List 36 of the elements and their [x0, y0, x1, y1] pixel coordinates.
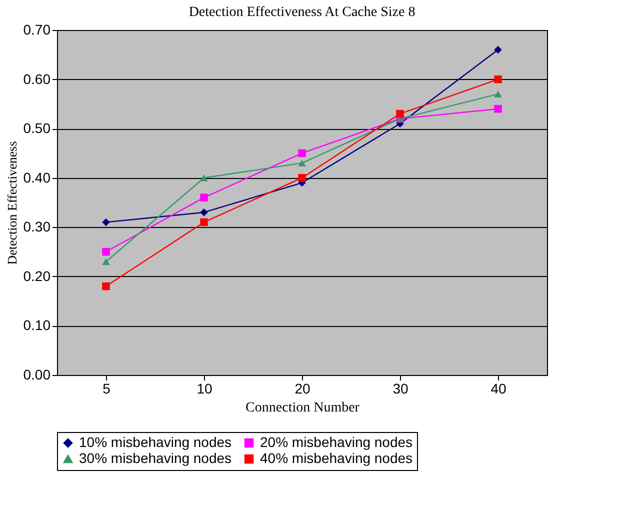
x-tick-label: 40 [490, 380, 506, 396]
point [494, 75, 502, 84]
y-tick-label: 0.10 [23, 317, 51, 334]
y-tick-label: 0.00 [23, 366, 51, 382]
y-tick-label: 0.60 [23, 70, 51, 87]
point [102, 258, 110, 265]
point [298, 160, 306, 166]
x-tick-label: 20 [294, 380, 310, 396]
point [494, 90, 502, 98]
x-tick-label: 10 [196, 380, 212, 396]
point [298, 149, 306, 158]
x-tick-label: 5 [102, 380, 111, 396]
point [200, 208, 208, 216]
point [200, 218, 208, 226]
chart-title: Detection Effectiveness At Cache Size 8 [188, 5, 416, 20]
y-tick-label: 0.20 [23, 268, 51, 284]
y-tick-label: 0.40 [23, 169, 51, 186]
y-tick-label: 0.50 [23, 120, 51, 136]
point [102, 282, 110, 290]
legend-label: 30% misbehaving nodes [79, 450, 232, 466]
y-tick-label: 0.30 [23, 218, 51, 235]
point [494, 104, 502, 113]
point [396, 110, 404, 118]
legend-label: 40% misbehaving nodes [260, 450, 413, 466]
point [494, 46, 502, 54]
point [200, 194, 208, 202]
y-tick-label: 0.70 [23, 22, 51, 38]
legend-label: 20% misbehaving nodes [260, 434, 413, 450]
point [102, 218, 110, 226]
point [200, 174, 208, 182]
legend-label: 10% misbehaving nodes [79, 434, 232, 450]
point [298, 174, 306, 182]
y-axis-title: Detection Effectiveness [4, 141, 20, 265]
point [102, 248, 110, 256]
x-axis-title: Connection Number [246, 400, 360, 416]
x-tick-label: 30 [392, 380, 408, 396]
